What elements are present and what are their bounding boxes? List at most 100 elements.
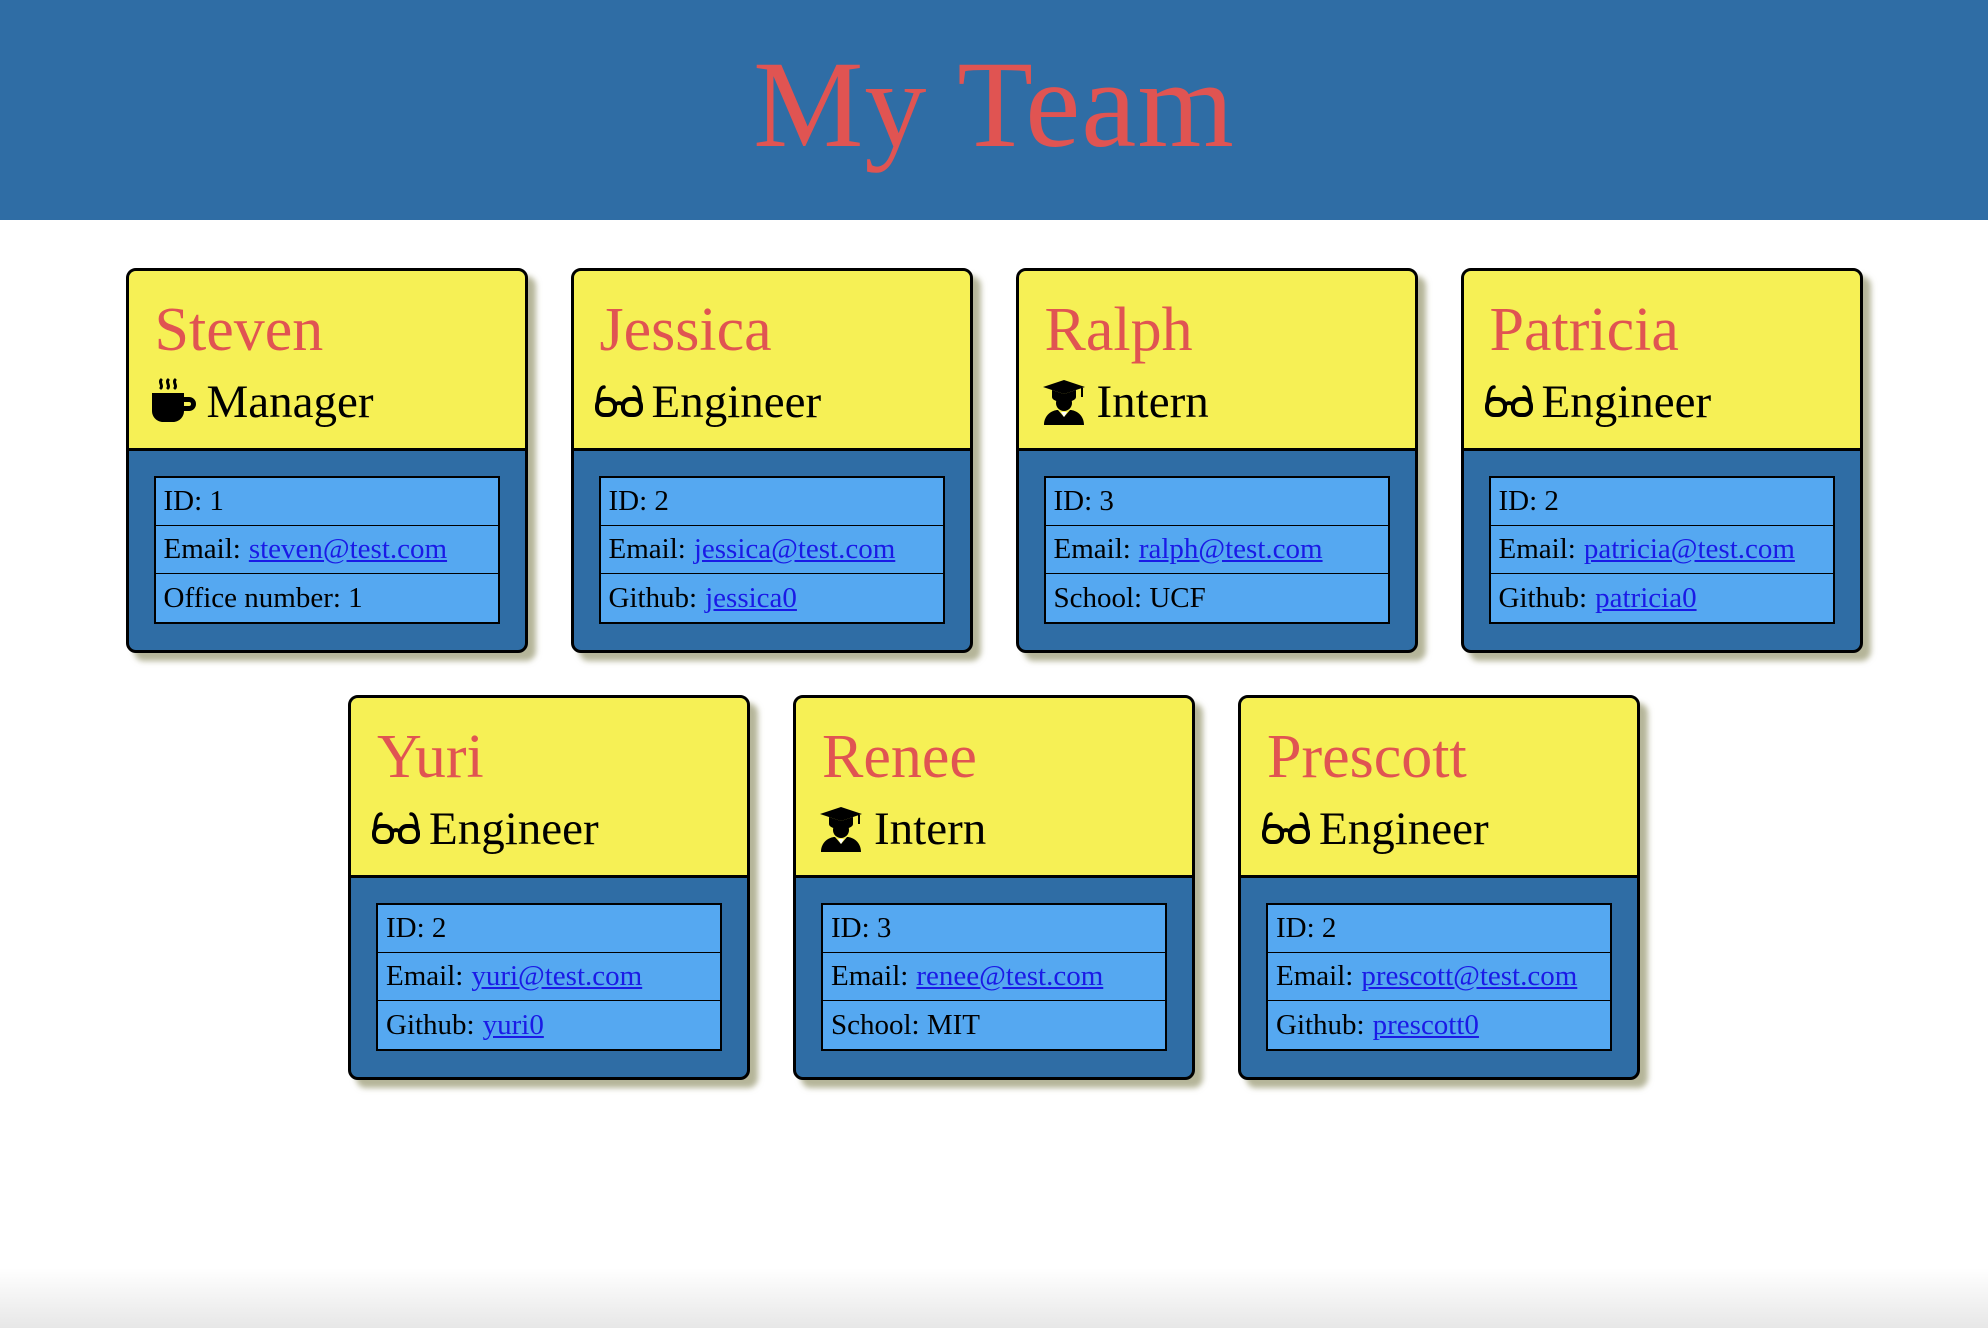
email-label: Email: — [1053, 533, 1131, 565]
card-header: Patricia Engineer — [1463, 271, 1860, 451]
employee-name: Jessica — [599, 296, 772, 364]
email-link[interactable]: ralph@test.com — [1138, 533, 1323, 565]
employee-card: Renee Intern ID: 3 Email: renee@test.com… — [793, 695, 1195, 1080]
github-link[interactable]: patricia0 — [1595, 581, 1697, 614]
id-row: ID: 2 — [378, 905, 720, 953]
glasses-icon — [594, 377, 644, 427]
card-header: Renee Intern — [796, 698, 1192, 878]
github-link[interactable]: prescott0 — [1372, 1008, 1479, 1041]
employee-role: Intern — [816, 804, 1192, 854]
email-link[interactable]: yuri@test.com — [471, 960, 643, 992]
page-title: My Team — [753, 36, 1235, 173]
info-list: ID: 2 Email: patricia@test.com Github: p… — [1488, 476, 1835, 624]
email-row: Email: ralph@test.com — [1045, 526, 1388, 574]
card-body: ID: 2 Email: jessica@test.com Github: je… — [574, 451, 970, 624]
email-link[interactable]: jessica@test.com — [693, 533, 896, 565]
card-header: Ralph Intern — [1018, 271, 1415, 451]
email-link[interactable]: patricia@test.com — [1583, 533, 1795, 565]
email-label: Email: — [831, 960, 909, 992]
email-label: Email: — [163, 533, 241, 565]
bottom-fade — [0, 1268, 1988, 1328]
info-list: ID: 2 Email: prescott@test.com Github: p… — [1266, 903, 1612, 1051]
team-grid: Steven Manager ID: 1 Email: steven@test.… — [64, 268, 1924, 1080]
info-list: ID: 1 Email: steven@test.com Office numb… — [153, 476, 500, 624]
role-label: Engineer — [651, 375, 822, 428]
github-row: Github: patricia0 — [1491, 574, 1833, 622]
card-header: Yuri Engineer — [351, 698, 747, 878]
card-body: ID: 2 Email: prescott@test.com Github: p… — [1241, 878, 1637, 1051]
card-body: ID: 2 Email: patricia@test.com Github: p… — [1464, 451, 1860, 624]
card-body: ID: 3 Email: renee@test.com School: MIT — [796, 878, 1192, 1051]
email-link[interactable]: renee@test.com — [916, 960, 1104, 992]
info-list: ID: 2 Email: jessica@test.com Github: je… — [598, 476, 945, 624]
graduate-icon — [1039, 377, 1089, 427]
school-row: School: UCF — [1053, 581, 1206, 614]
github-row: Github: yuri0 — [378, 1001, 720, 1049]
employee-name: Renee — [822, 723, 977, 791]
card-header: Prescott Engineer — [1241, 698, 1637, 878]
github-label: Github: — [608, 581, 698, 614]
info-list: ID: 3 Email: ralph@test.com School: UCF — [1043, 476, 1390, 624]
employee-name: Steven — [154, 296, 324, 364]
email-label: Email: — [1498, 533, 1576, 565]
email-label: Email: — [1276, 960, 1354, 992]
employee-card: Prescott Engineer ID: 2 Email: prescott@… — [1238, 695, 1640, 1080]
card-body: ID: 3 Email: ralph@test.com School: UCF — [1019, 451, 1415, 624]
id-row: ID: 2 — [600, 478, 943, 526]
school-row: School: MIT — [831, 1008, 981, 1041]
card-body: ID: 2 Email: yuri@test.com Github: yuri0 — [351, 878, 747, 1051]
employee-role: Engineer — [1261, 804, 1637, 854]
employee-name: Yuri — [377, 723, 484, 791]
glasses-icon — [1261, 804, 1311, 854]
role-label: Engineer — [1541, 375, 1712, 428]
employee-card: Ralph Intern ID: 3 Email: ralph@test.com… — [1015, 268, 1418, 653]
email-row: Email: renee@test.com — [823, 953, 1165, 1001]
employee-role: Engineer — [1484, 377, 1860, 427]
role-label: Manager — [206, 375, 374, 428]
github-label: Github: — [1498, 581, 1588, 614]
employee-name: Ralph — [1044, 296, 1193, 364]
page-header: My Team — [0, 0, 1988, 220]
github-label: Github: — [386, 1008, 475, 1041]
role-label: Intern — [874, 802, 987, 855]
glasses-icon — [1484, 377, 1534, 427]
email-row: Email: jessica@test.com — [600, 526, 943, 574]
role-label: Engineer — [429, 802, 599, 855]
info-list: ID: 3 Email: renee@test.com School: MIT — [821, 903, 1167, 1051]
github-row: Github: jessica0 — [601, 574, 943, 622]
email-label: Email: — [386, 960, 464, 992]
employee-role: Engineer — [371, 804, 747, 854]
email-row: Email: prescott@test.com — [1268, 953, 1610, 1001]
email-link[interactable]: steven@test.com — [248, 533, 448, 565]
employee-role: Manager — [149, 377, 525, 427]
card-header: Steven Manager — [128, 271, 525, 451]
email-link[interactable]: prescott@test.com — [1361, 960, 1578, 992]
glasses-icon — [371, 804, 421, 854]
mug-hot-icon — [149, 377, 199, 427]
employee-role: Intern — [1039, 377, 1415, 427]
employee-name: Prescott — [1267, 723, 1467, 791]
employee-card: Jessica Engineer ID: 2 Email: jessica@te… — [570, 268, 973, 653]
id-row: ID: 1 — [155, 478, 498, 526]
role-label: Intern — [1096, 375, 1209, 428]
employee-card: Yuri Engineer ID: 2 Email: yuri@test.com… — [348, 695, 750, 1080]
office-number-row: Office number: 1 — [163, 581, 363, 614]
role-label: Engineer — [1319, 802, 1489, 855]
card-body: ID: 1 Email: steven@test.com Office numb… — [129, 451, 525, 624]
employee-card: Patricia Engineer ID: 2 Email: patricia@… — [1460, 268, 1863, 653]
info-list: ID: 2 Email: yuri@test.com Github: yuri0 — [376, 903, 722, 1051]
id-row: ID: 2 — [1268, 905, 1610, 953]
github-row: Github: prescott0 — [1268, 1001, 1610, 1049]
employee-card: Steven Manager ID: 1 Email: steven@test.… — [125, 268, 528, 653]
github-label: Github: — [1276, 1008, 1365, 1041]
github-link[interactable]: yuri0 — [482, 1008, 544, 1041]
email-row: Email: patricia@test.com — [1490, 526, 1833, 574]
employee-name: Patricia — [1489, 296, 1679, 364]
graduate-icon — [816, 804, 866, 854]
email-label: Email: — [608, 533, 686, 565]
github-link[interactable]: jessica0 — [705, 581, 797, 614]
card-header: Jessica Engineer — [573, 271, 970, 451]
employee-role: Engineer — [594, 377, 970, 427]
id-row: ID: 2 — [1490, 478, 1833, 526]
email-row: Email: yuri@test.com — [378, 953, 720, 1001]
